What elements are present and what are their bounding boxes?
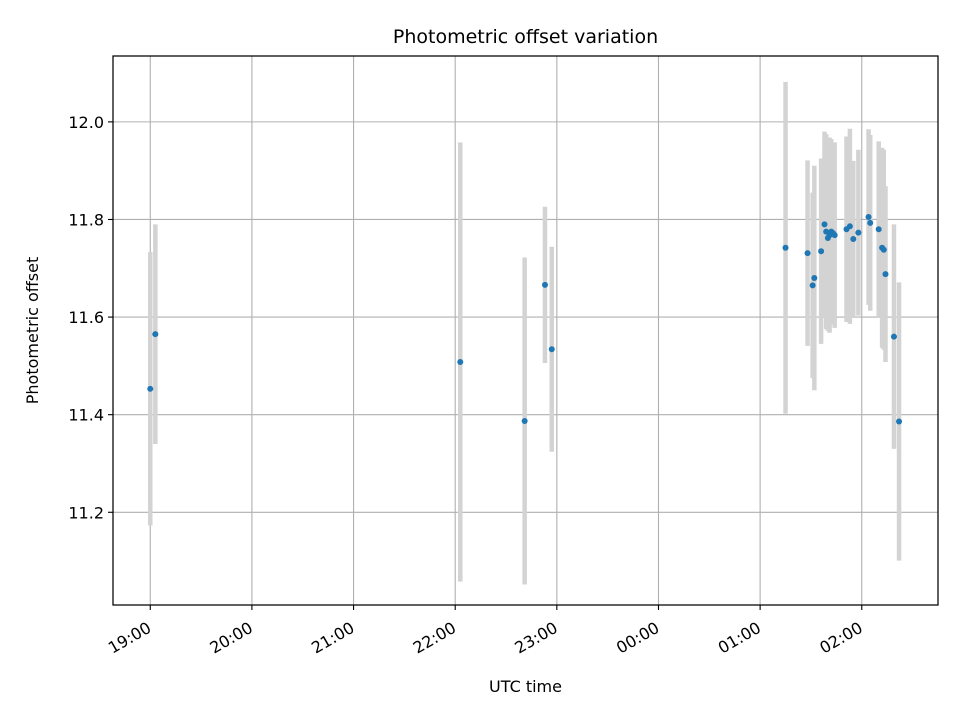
data-point — [147, 385, 154, 392]
data-point — [809, 282, 816, 289]
data-point — [850, 236, 857, 242]
data-point — [152, 331, 159, 338]
data-point — [882, 271, 889, 278]
data-points — [147, 214, 903, 425]
data-point — [804, 250, 811, 257]
data-point — [867, 219, 874, 226]
data-point — [865, 214, 872, 221]
data-point — [457, 358, 464, 365]
y-tick-label: 12.0 — [68, 113, 104, 132]
data-point — [521, 418, 528, 425]
data-point — [855, 229, 862, 236]
y-tick-label: 11.8 — [68, 210, 104, 229]
data-point — [818, 248, 825, 255]
data-point — [896, 418, 903, 425]
y-tick-label: 11.6 — [68, 308, 104, 327]
data-point — [782, 244, 789, 251]
y-tick-label: 11.4 — [68, 406, 104, 425]
y-tick-label: 11.2 — [68, 503, 104, 522]
data-point — [880, 246, 887, 253]
data-point — [846, 223, 853, 230]
data-point — [811, 275, 818, 282]
data-point — [821, 221, 828, 228]
data-point — [890, 333, 897, 340]
x-axis-label: UTC time — [489, 677, 562, 696]
chart-title: Photometric offset variation — [393, 26, 658, 48]
data-point — [541, 281, 548, 288]
data-point — [831, 232, 838, 239]
plot-frame — [112, 55, 939, 606]
data-point — [548, 346, 555, 353]
data-point — [875, 226, 882, 233]
y-axis-label: Photometric offset — [23, 257, 42, 405]
